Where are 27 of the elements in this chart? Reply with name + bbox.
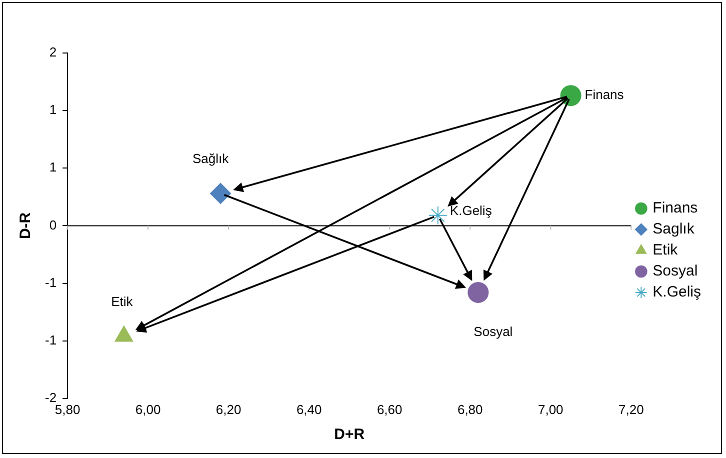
x-tick-label: 7,00	[538, 402, 564, 417]
x-tick-label: 6,00	[135, 402, 161, 417]
x-tick-label: 5,80	[54, 402, 80, 417]
annotation: Sosyal	[474, 324, 513, 340]
legend-label: Finans	[652, 200, 698, 217]
y-tick-label: -2	[44, 390, 57, 405]
annotation: Etik	[111, 294, 134, 309]
annotation: Sağlık	[192, 151, 230, 166]
x-axis-title: D+R	[334, 426, 365, 444]
legend-label: Sosyal	[652, 262, 698, 280]
y-tick-label: -1	[44, 332, 57, 348]
y-tick-label: 2	[49, 44, 57, 60]
annotation: K.Geliş	[450, 202, 492, 218]
y-tick-label: 0	[49, 217, 57, 232]
annotation: Finans	[584, 87, 624, 102]
legend-label: Etik	[652, 242, 678, 259]
x-tick-label: 6,20	[216, 402, 242, 417]
y-tick-label: -1	[44, 274, 57, 290]
legend-label: Saglık	[652, 220, 695, 238]
x-tick-label: 6,60	[376, 402, 402, 417]
x-tick-label: 6,40	[296, 402, 322, 417]
x-tick-label: 6,80	[457, 402, 483, 417]
y-axis-title: D-R	[17, 212, 34, 240]
legend-label: K.Geliş	[652, 284, 702, 301]
x-tick-label: 7,20	[618, 402, 644, 417]
y-tick-label: 1	[49, 160, 57, 175]
y-tick-label: 1	[49, 102, 57, 118]
